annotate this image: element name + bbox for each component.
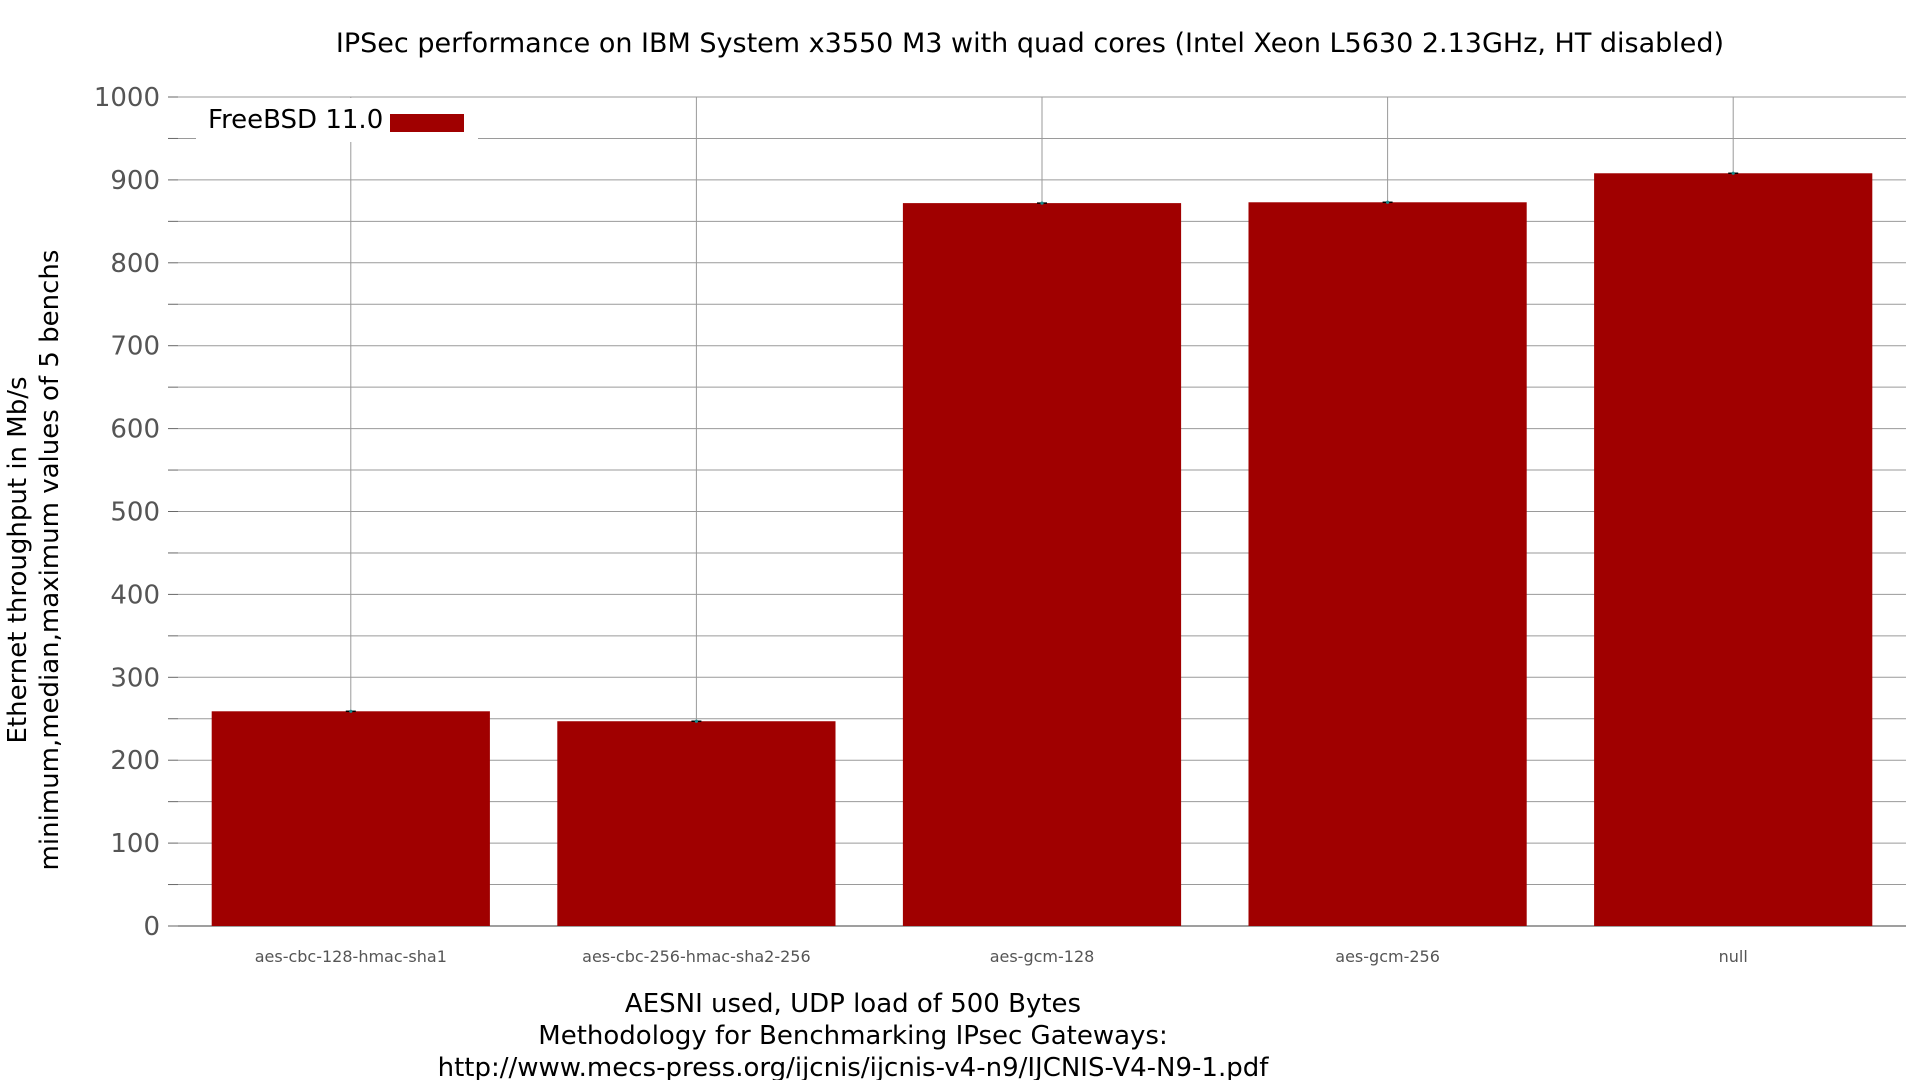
y-axis-label-line-2: minimum,median,maximum values of 5 bench…: [35, 250, 65, 871]
y-tick-label: 400: [110, 580, 160, 610]
legend: FreeBSD 11.0: [196, 98, 478, 142]
y-tick-label: 300: [110, 663, 160, 693]
x-axis-label-line-2: Methodology for Benchmarking IPsec Gatew…: [538, 1021, 1167, 1051]
y-tick-label: 900: [110, 166, 160, 196]
x-tick-label: null: [1719, 947, 1748, 966]
y-tick-label: 500: [110, 498, 160, 528]
y-tick-label: 0: [143, 912, 160, 942]
y-tick-label: 200: [110, 746, 160, 776]
chart-title: IPSec performance on IBM System x3550 M3…: [336, 28, 1724, 59]
x-axis-label-line-1: AESNI used, UDP load of 500 Bytes: [625, 989, 1081, 1019]
x-tick-label: aes-gcm-256: [1335, 947, 1440, 966]
bars: [211, 171, 1873, 926]
y-axis-label: Ethernet throughput in Mb/s minimum,medi…: [3, 250, 65, 871]
x-tick-label: aes-cbc-256-hmac-sha2-256: [582, 947, 810, 966]
median-point: [349, 709, 353, 713]
median-point: [694, 719, 699, 723]
x-tick-label: aes-gcm-128: [990, 947, 1095, 966]
median-point: [1040, 201, 1044, 205]
bar: [902, 203, 1182, 926]
tick-labels: 0 100 200 300 400 500 600 700 800 900 1000 aes-cbc-…: [94, 83, 1748, 966]
legend-label: FreeBSD 11.0: [208, 105, 383, 135]
y-tick-label: 700: [110, 332, 160, 362]
x-tick-label: aes-cbc-128-hmac-sha1: [255, 947, 447, 966]
y-tick-label: 1000: [94, 83, 160, 113]
median-point: [1731, 171, 1735, 175]
y-tick-label: 800: [110, 249, 160, 279]
x-axis-label: AESNI used, UDP load of 500 Bytes Method…: [438, 989, 1270, 1080]
y-tick-label: 600: [110, 415, 160, 445]
bar: [1594, 173, 1873, 926]
bar: [1248, 202, 1527, 926]
legend-swatch: [390, 114, 464, 132]
median-point: [1386, 200, 1390, 204]
bar: [211, 711, 490, 926]
y-tick-label: 100: [110, 829, 160, 859]
bar: [557, 721, 836, 926]
y-axis-label-line-1: Ethernet throughput in Mb/s: [3, 376, 33, 743]
x-axis-label-line-3: http://www.mecs-press.org/ijcnis/ijcnis-…: [438, 1053, 1270, 1080]
